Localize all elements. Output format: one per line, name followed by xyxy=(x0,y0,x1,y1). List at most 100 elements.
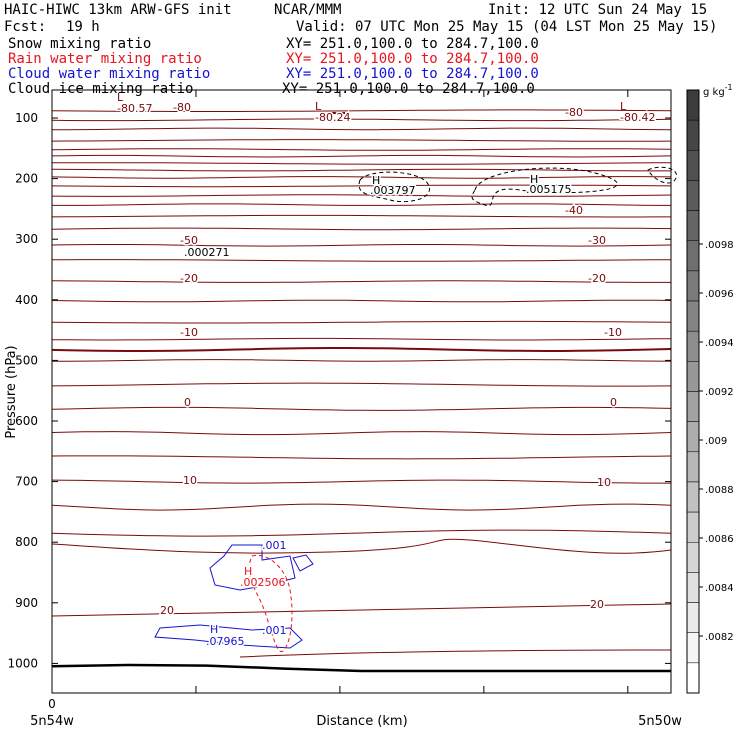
temperature-contour xyxy=(51,148,672,151)
x-end-label-right: 5n50w xyxy=(638,714,682,729)
model-title: HAIC-HIWC 13km ARW-GFS init xyxy=(4,2,232,18)
temperature-label: -80.24 xyxy=(315,111,350,124)
colorbar-segment xyxy=(686,150,700,181)
temperature-contour xyxy=(51,299,672,303)
temperature-contour xyxy=(51,154,672,158)
temperature-label: -80.57 xyxy=(117,102,152,115)
field-xy-snow: XY= 251.0,100.0 to 284.7,100.0 xyxy=(286,36,539,52)
x-tick-label-0: 0 xyxy=(48,697,56,711)
field-label: .003797 xyxy=(370,184,416,197)
colorbar: .0082 .0084 .0086 .0088 .009 .0092 .0094 .0096.… xyxy=(686,89,734,694)
y-tick-label-900: 900 xyxy=(15,596,38,610)
colorbar-label: .0084 xyxy=(705,583,734,594)
colorbar-segment xyxy=(686,300,700,332)
x-end-label-left: 5n54w xyxy=(30,714,74,729)
temperature-label: -10 xyxy=(604,326,622,339)
field-name-cloud-ice: Cloud ice mixing ratio xyxy=(8,81,194,97)
colorbar-label: .0082 xyxy=(705,632,734,643)
temperature-contour xyxy=(51,244,672,247)
temperature-label: 10 xyxy=(597,476,611,489)
temperature-contour xyxy=(51,280,671,283)
temperature-contour xyxy=(52,359,672,362)
temperature-contour-800 xyxy=(51,538,672,554)
temperature-contour xyxy=(51,382,672,387)
temperature-contour xyxy=(51,455,672,460)
temperature-contour xyxy=(51,529,672,537)
temperature-label: 10 xyxy=(183,474,197,487)
colorbar-segment xyxy=(686,421,700,453)
temperature-contour xyxy=(51,227,672,231)
field-xy-cloud-ice: XY= 251.0,100.0 to 284.7,100.0 xyxy=(282,81,535,97)
field-label: H xyxy=(530,173,538,186)
temperature-contour-990 xyxy=(239,649,672,658)
colorbar-segment xyxy=(686,330,700,362)
temperature-contour xyxy=(51,184,672,188)
cloud-water-contour-2 xyxy=(292,554,314,572)
colorbar-segment xyxy=(686,662,700,694)
colorbar-segment xyxy=(686,210,700,242)
colorbar-segment xyxy=(686,240,700,272)
temperature-contour xyxy=(52,259,672,262)
field-label: .07965 xyxy=(206,635,245,648)
field-label: .001 xyxy=(262,539,287,552)
y-tick-label-200: 200 xyxy=(15,172,38,186)
colorbar-segment xyxy=(686,270,700,302)
cloud-water-contour-1 xyxy=(209,544,296,591)
temperature-contour xyxy=(51,176,672,179)
y-tick-label-600: 600 xyxy=(15,414,38,428)
colorbar-label: .0088 xyxy=(705,485,734,496)
colorbar-unit-base: g kg xyxy=(703,87,725,98)
cloud-ice-contour-2 xyxy=(471,167,618,207)
colorbar-segment xyxy=(686,511,700,543)
colorbar-segment xyxy=(686,632,700,664)
temperature-label: -40 xyxy=(565,204,583,217)
temperature-contour xyxy=(51,431,672,436)
field-name-snow: Snow mixing ratio xyxy=(8,36,152,52)
temperature-contour xyxy=(51,109,672,112)
temperature-contour-920 xyxy=(51,603,672,617)
colorbar-segment xyxy=(686,572,700,603)
temperature-contour xyxy=(51,503,672,511)
temperature-label: -20 xyxy=(180,272,198,285)
field-label: H xyxy=(372,174,380,187)
temperature-label: 0 xyxy=(610,396,617,409)
colorbar-segment xyxy=(686,542,700,573)
temperature-contour xyxy=(51,479,671,484)
y-tick-label-500: 500 xyxy=(15,353,38,367)
valid-time: Valid: 07 UTC Mon 25 May 15 (04 LST Mon … xyxy=(296,19,718,35)
field-label: H xyxy=(210,623,218,636)
field-xy-cloud-water: XY= 251.0,100.0 to 284.7,100.0 xyxy=(286,66,539,82)
field-name-rain: Rain water mixing ratio xyxy=(8,51,202,67)
temperature-label: -50 xyxy=(180,234,198,247)
temperature-contour xyxy=(51,194,672,197)
temperature-contour xyxy=(52,127,672,131)
temperature-contour xyxy=(51,139,672,142)
org-label: NCAR/MMM xyxy=(274,2,342,18)
temperature-contour xyxy=(51,118,672,122)
colorbar-label: .0086 xyxy=(705,534,734,545)
colorbar-segment xyxy=(686,602,700,633)
contour-labels: -80.57L-80-80.24L -80 -80.42L-40-50 -30-20-… xyxy=(116,91,657,650)
colorbar-segment xyxy=(686,361,700,392)
y-tick-label-400: 400 xyxy=(15,293,38,307)
colorbar-label: .0096 xyxy=(705,289,734,300)
colorbar-label: .009 xyxy=(705,436,727,447)
temperature-label: -30 xyxy=(588,234,606,247)
y-tick-label-1000: 1000 xyxy=(7,656,38,670)
init-time: Init: 12 UTC Sun 24 May 15 xyxy=(488,2,708,18)
x-axis-title: Distance (km) xyxy=(316,714,407,729)
y-tick-label-800: 800 xyxy=(15,535,38,549)
y-axis-title: Pressure (hPa) xyxy=(4,345,19,438)
temperature-label: -80 xyxy=(173,101,191,114)
y-tick-label-700: 700 xyxy=(15,475,38,489)
temperature-low-marker: L xyxy=(315,100,322,113)
rain-water-contour xyxy=(248,554,293,653)
mixing-ratio-contours xyxy=(154,112,677,653)
colorbar-segment xyxy=(686,391,700,422)
colorbar-segment xyxy=(686,481,700,513)
forecast-hours: 19 h xyxy=(66,19,100,35)
plot-axes: Distance (km) Pressure (hPa) 0 5n54w 5n5… xyxy=(4,83,733,729)
field-label: .000271 xyxy=(184,246,230,259)
temperature-label: 20 xyxy=(590,598,604,611)
